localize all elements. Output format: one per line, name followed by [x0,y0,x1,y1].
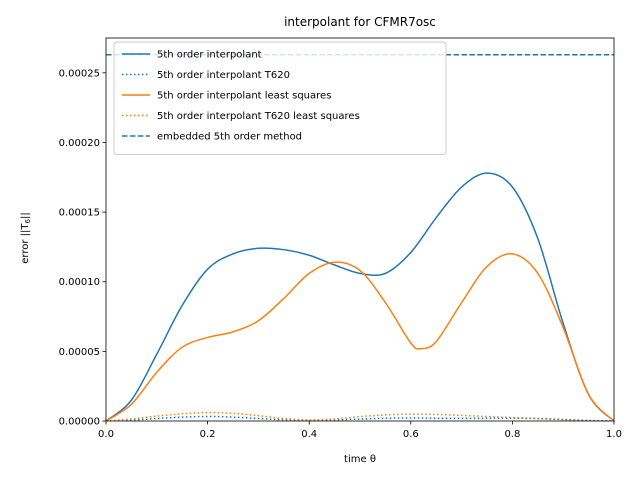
legend-entry-2: 5th order interpolant T620 [157,70,290,81]
y-tick-label-3: 0.00015 [59,208,100,219]
legend-entry-5: embedded 5th order method [157,132,302,143]
y-tick-label-0: 0.00000 [59,417,100,428]
y-axis-label: error ||T6|| [20,212,32,263]
chart-title: interpolant for CFMR7osc [284,15,436,29]
legend-entry-1: 5th order interpolant [157,50,262,61]
x-tick-label-4: 0.8 [504,429,520,440]
x-tick-label-2: 0.4 [301,429,317,440]
series-line-3 [106,252,614,421]
axes-layer: 0.0 0.2 0.4 0.6 0.8 1.0 0.00000 0.00005 0.00010 0… [59,37,622,440]
series-line-1 [106,172,614,421]
legend-entry-3: 5th order interpolant least squares [157,91,331,102]
plot-frame [105,37,615,422]
x-tick-label-3: 0.6 [403,429,419,440]
y-tick-label-4: 0.00020 [59,138,100,149]
x-axis-label: time θ [344,454,376,465]
y-tick-label-5: 0.00025 [59,68,100,79]
y-tick-label-1: 0.00005 [59,347,100,358]
series-line-4 [106,411,614,421]
legend-entry-4: 5th order interpolant T620 least squares [157,111,360,122]
x-tick-label-0: 0.0 [98,429,114,440]
x-tick-label-5: 1.0 [606,429,622,440]
x-tick-label-1: 0.2 [200,429,216,440]
legend: 5th order interpolant 5th order interpola… [113,41,447,155]
y-tick-label-2: 0.00010 [59,277,100,288]
legend-box [113,41,447,155]
